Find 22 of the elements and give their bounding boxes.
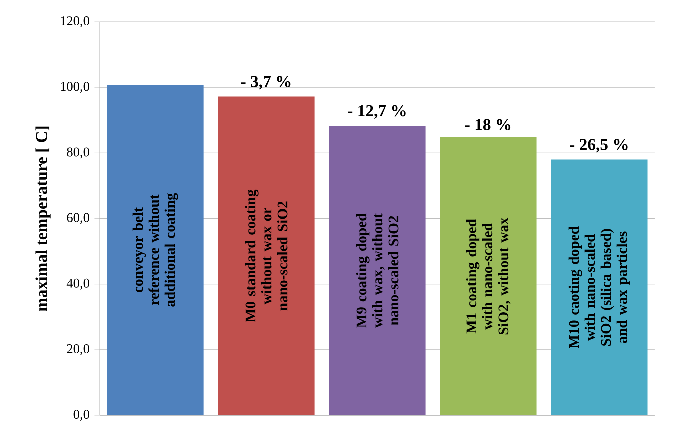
bar bbox=[218, 97, 315, 416]
x-tick-label: M9 coating doped with wax, without nano-scaled SiO2 bbox=[356, 214, 399, 328]
annotation: - 3,7 % bbox=[241, 76, 291, 90]
annotation: - 26,5 % bbox=[570, 139, 628, 154]
bar bbox=[440, 138, 537, 416]
y-tick-label: 0,0 bbox=[74, 410, 90, 422]
x-tick-label: conveyor belt reference without additional coating bbox=[132, 194, 178, 308]
y-tick-label: 60,0 bbox=[67, 214, 90, 224]
annotation: - 12,7 % bbox=[348, 106, 406, 120]
y-axis-title: maximal temperature [ C] bbox=[36, 127, 51, 312]
bar bbox=[107, 85, 204, 416]
x-tick-label: M10 caoting doped with nano-scaled SiO2 (silica based) and wax particles bbox=[568, 226, 630, 349]
x-tick-label: M1 coating doped with nano-scaled SiO2, without wax bbox=[466, 218, 511, 335]
bar bbox=[329, 126, 426, 416]
x-tick-label: M0 standard coating without wax or nano-scaled SiO2 bbox=[245, 190, 288, 323]
y-tick-label: 100,0 bbox=[61, 82, 90, 94]
y-tick-label: 120,0 bbox=[61, 16, 90, 28]
y-tick-label: 20,0 bbox=[67, 344, 90, 356]
bar bbox=[551, 160, 648, 416]
annotation: - 18 % bbox=[465, 119, 511, 131]
y-tick-label: 80,0 bbox=[67, 148, 90, 159]
y-tick-label: 40,0 bbox=[66, 279, 90, 290]
